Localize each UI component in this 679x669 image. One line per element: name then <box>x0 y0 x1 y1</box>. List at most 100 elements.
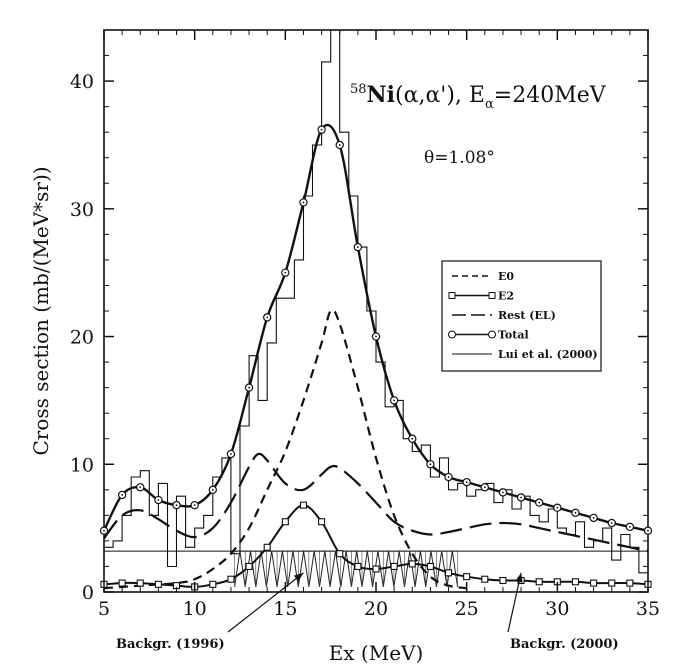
total-point-center <box>483 486 486 489</box>
x-tick-label: 30 <box>545 598 569 620</box>
annotation-label: Backgr. (1996) <box>116 637 225 652</box>
e2-point <box>263 543 271 551</box>
e2-point <box>227 575 235 583</box>
total-point-center <box>520 496 522 499</box>
title-reaction: (α,α'), E <box>395 83 485 108</box>
e2-point <box>608 579 616 587</box>
y-axis-title: Cross section (mb/(MeV*sr)) <box>29 166 53 455</box>
e0-curve <box>103 308 467 590</box>
total-point-center <box>193 504 196 507</box>
annotation-arrow <box>227 572 304 633</box>
total-point-center <box>592 517 595 519</box>
legend-box <box>441 260 602 372</box>
x-tick-label: 35 <box>636 598 660 620</box>
y-tick-label: 30 <box>70 199 94 221</box>
e2-point <box>136 579 144 587</box>
y-tick-label: 20 <box>70 327 94 349</box>
e2-point <box>499 576 507 585</box>
total-point-center <box>157 499 160 501</box>
e2-point <box>481 575 489 583</box>
total-point-center <box>628 525 631 528</box>
title-mass-number: 58 <box>350 82 367 97</box>
annotation-arrowhead <box>293 572 304 582</box>
total-point-center <box>211 488 214 491</box>
total-point-center <box>248 386 250 389</box>
total-point-center <box>284 271 287 274</box>
e2-point <box>590 579 598 587</box>
total-point-center <box>429 463 432 466</box>
e2-point <box>318 518 326 526</box>
e2-point <box>390 562 398 571</box>
legend-circle-marker <box>488 330 496 339</box>
total-point-center <box>647 529 649 532</box>
e2-point <box>354 562 362 571</box>
e2-point <box>463 573 471 581</box>
e2-point <box>535 578 543 586</box>
e2-point <box>281 518 289 526</box>
annotation-arrowhead <box>515 572 523 583</box>
annotation-backgr-2000: Backgr. (2000) <box>507 572 619 652</box>
annotation-arrow <box>507 572 522 633</box>
total-point-center <box>103 529 105 532</box>
y-tick-label: 40 <box>70 71 94 93</box>
total-point-center <box>139 486 142 489</box>
x-axis-title: Ex (MeV) <box>329 641 424 665</box>
total-point-center <box>411 437 414 440</box>
x-tick-label: 5 <box>98 598 110 620</box>
title-subscript: α <box>485 97 494 112</box>
e2-point <box>571 578 580 586</box>
legend-item-rest-el: Rest (EL) <box>452 309 556 322</box>
e2-point <box>336 550 344 558</box>
legend-label: E2 <box>498 290 514 303</box>
total-point-center <box>465 481 468 484</box>
e2-point <box>444 569 453 577</box>
total-point-center <box>320 128 323 131</box>
legend-item-lui-et-al-2000: Lui et al. (2000) <box>452 348 598 361</box>
x-tick-label: 10 <box>183 598 207 620</box>
legend-square-marker <box>488 292 496 299</box>
angle-label: θ=1.08° <box>424 148 495 168</box>
annotation-label: Backgr. (2000) <box>510 637 619 652</box>
y-tick-label: 0 <box>82 582 94 604</box>
total-point-center <box>574 511 577 514</box>
total-point-center <box>302 201 305 204</box>
annotation-backgr-1996: Backgr. (1996) <box>116 572 304 652</box>
e2-point <box>426 562 434 571</box>
total-point-center <box>338 144 341 146</box>
e2-point <box>245 562 253 571</box>
legend-circle-marker <box>448 330 456 339</box>
annotation-layer: Backgr. (1996) Backgr. (2000) <box>116 572 619 652</box>
total-point-center <box>266 316 269 319</box>
total-point-center <box>610 522 613 524</box>
e2-point <box>626 579 634 587</box>
lui-2000-histogram <box>104 29 648 574</box>
total-point-center <box>175 504 178 507</box>
total-point-center <box>538 501 541 504</box>
total-point-center <box>447 476 450 478</box>
total-point-center <box>393 399 396 402</box>
x-tick-label: 20 <box>364 598 388 620</box>
total-point-center <box>556 506 559 509</box>
e2-point <box>372 565 380 573</box>
x-tick-label: 15 <box>273 598 297 620</box>
e2-point <box>118 579 126 587</box>
title-element: Ni <box>367 82 395 108</box>
legend-item-e0: E0 <box>452 270 514 283</box>
total-point-center <box>375 335 377 338</box>
legend-item-e2: E2 <box>448 290 514 303</box>
legend-item-total: Total <box>448 329 529 342</box>
plot-title: 58Ni(α,α'), Eα=240MeV <box>350 82 607 112</box>
legend-label: E0 <box>498 270 514 283</box>
total-point-center <box>502 491 504 494</box>
total-point-center <box>121 494 124 496</box>
axes-layer: 5 10 15 20 25 30 35 0 10 20 30 40 <box>70 30 660 620</box>
legend-label: Total <box>498 329 529 342</box>
e2-point <box>209 580 217 588</box>
legend: E0 E2 Rest (EL) Total Lui et al. (2000) <box>441 260 602 372</box>
title-energy: =240MeV <box>494 83 607 108</box>
legend-label: Rest (EL) <box>498 309 556 322</box>
x-tick-label: 25 <box>455 598 479 620</box>
e2-point <box>154 580 162 588</box>
total-point-center <box>356 246 359 249</box>
